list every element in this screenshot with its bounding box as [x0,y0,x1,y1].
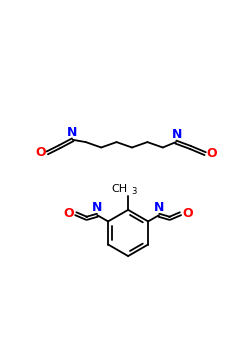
Text: O: O [182,207,193,220]
Text: 3: 3 [131,187,136,196]
Text: O: O [35,146,46,159]
Text: CH: CH [111,184,127,195]
Text: N: N [92,201,102,214]
Text: O: O [207,147,217,160]
Text: N: N [154,201,164,214]
Text: N: N [172,128,182,141]
Text: N: N [67,126,77,139]
Text: O: O [64,207,74,220]
